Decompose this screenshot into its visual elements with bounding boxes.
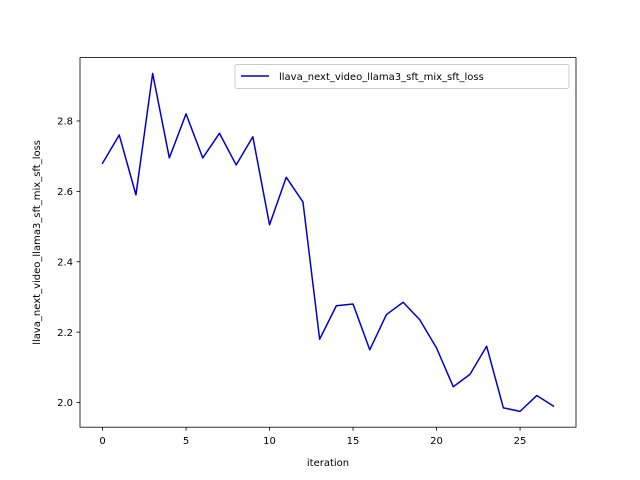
data-point	[369, 349, 371, 351]
data-point	[335, 305, 337, 307]
data-point	[452, 386, 454, 388]
axis-ticks: 0 5 10 15 20 25 2.0 2.2 2.4 2.6 2.8	[57, 117, 526, 448]
y-tick-label: 2.6	[57, 187, 73, 198]
data-point	[536, 395, 538, 397]
data-point	[436, 347, 438, 349]
x-tick-label: 15	[347, 436, 360, 447]
data-point	[402, 301, 404, 303]
data-point	[235, 164, 237, 166]
y-tick-label: 2.2	[57, 328, 73, 339]
data-point	[269, 224, 271, 226]
legend-box	[234, 64, 570, 89]
x-tick-label: 10	[263, 436, 276, 447]
x-tick-label: 5	[183, 436, 189, 447]
data-point	[168, 157, 170, 159]
x-tick-label: 20	[430, 436, 443, 447]
y-axis-label: llava_next_video_llama3_sft_mix_sft_loss	[32, 140, 43, 345]
series-line-0	[101, 72, 555, 413]
x-tick-label: 0	[99, 436, 105, 447]
data-point	[252, 136, 254, 138]
data-point	[135, 194, 137, 196]
data-point	[218, 132, 220, 134]
y-tick-label: 2.0	[57, 398, 73, 409]
data-point	[185, 113, 187, 115]
plot-frame	[79, 57, 577, 428]
x-axis-label: iteration	[307, 458, 349, 469]
data-point	[152, 72, 154, 74]
data-point	[385, 314, 387, 316]
plot-layer	[79, 57, 577, 428]
data-point	[102, 162, 104, 164]
data-point	[352, 303, 354, 305]
data-point	[519, 410, 521, 412]
x-tick-label: 25	[514, 436, 527, 447]
legend-label: llava_next_video_llama3_sft_mix_sft_loss	[279, 72, 484, 83]
data-point	[419, 319, 421, 321]
data-point	[502, 407, 504, 409]
data-point	[552, 405, 554, 407]
y-tick-label: 2.8	[57, 117, 73, 128]
data-point	[202, 157, 204, 159]
data-point	[285, 176, 287, 178]
data-point	[319, 338, 321, 340]
data-point	[118, 134, 120, 136]
legend: llava_next_video_llama3_sft_mix_sft_loss	[234, 64, 570, 89]
data-point	[486, 345, 488, 347]
y-tick-label: 2.4	[57, 257, 73, 268]
data-point	[469, 373, 471, 375]
data-point	[302, 201, 304, 203]
